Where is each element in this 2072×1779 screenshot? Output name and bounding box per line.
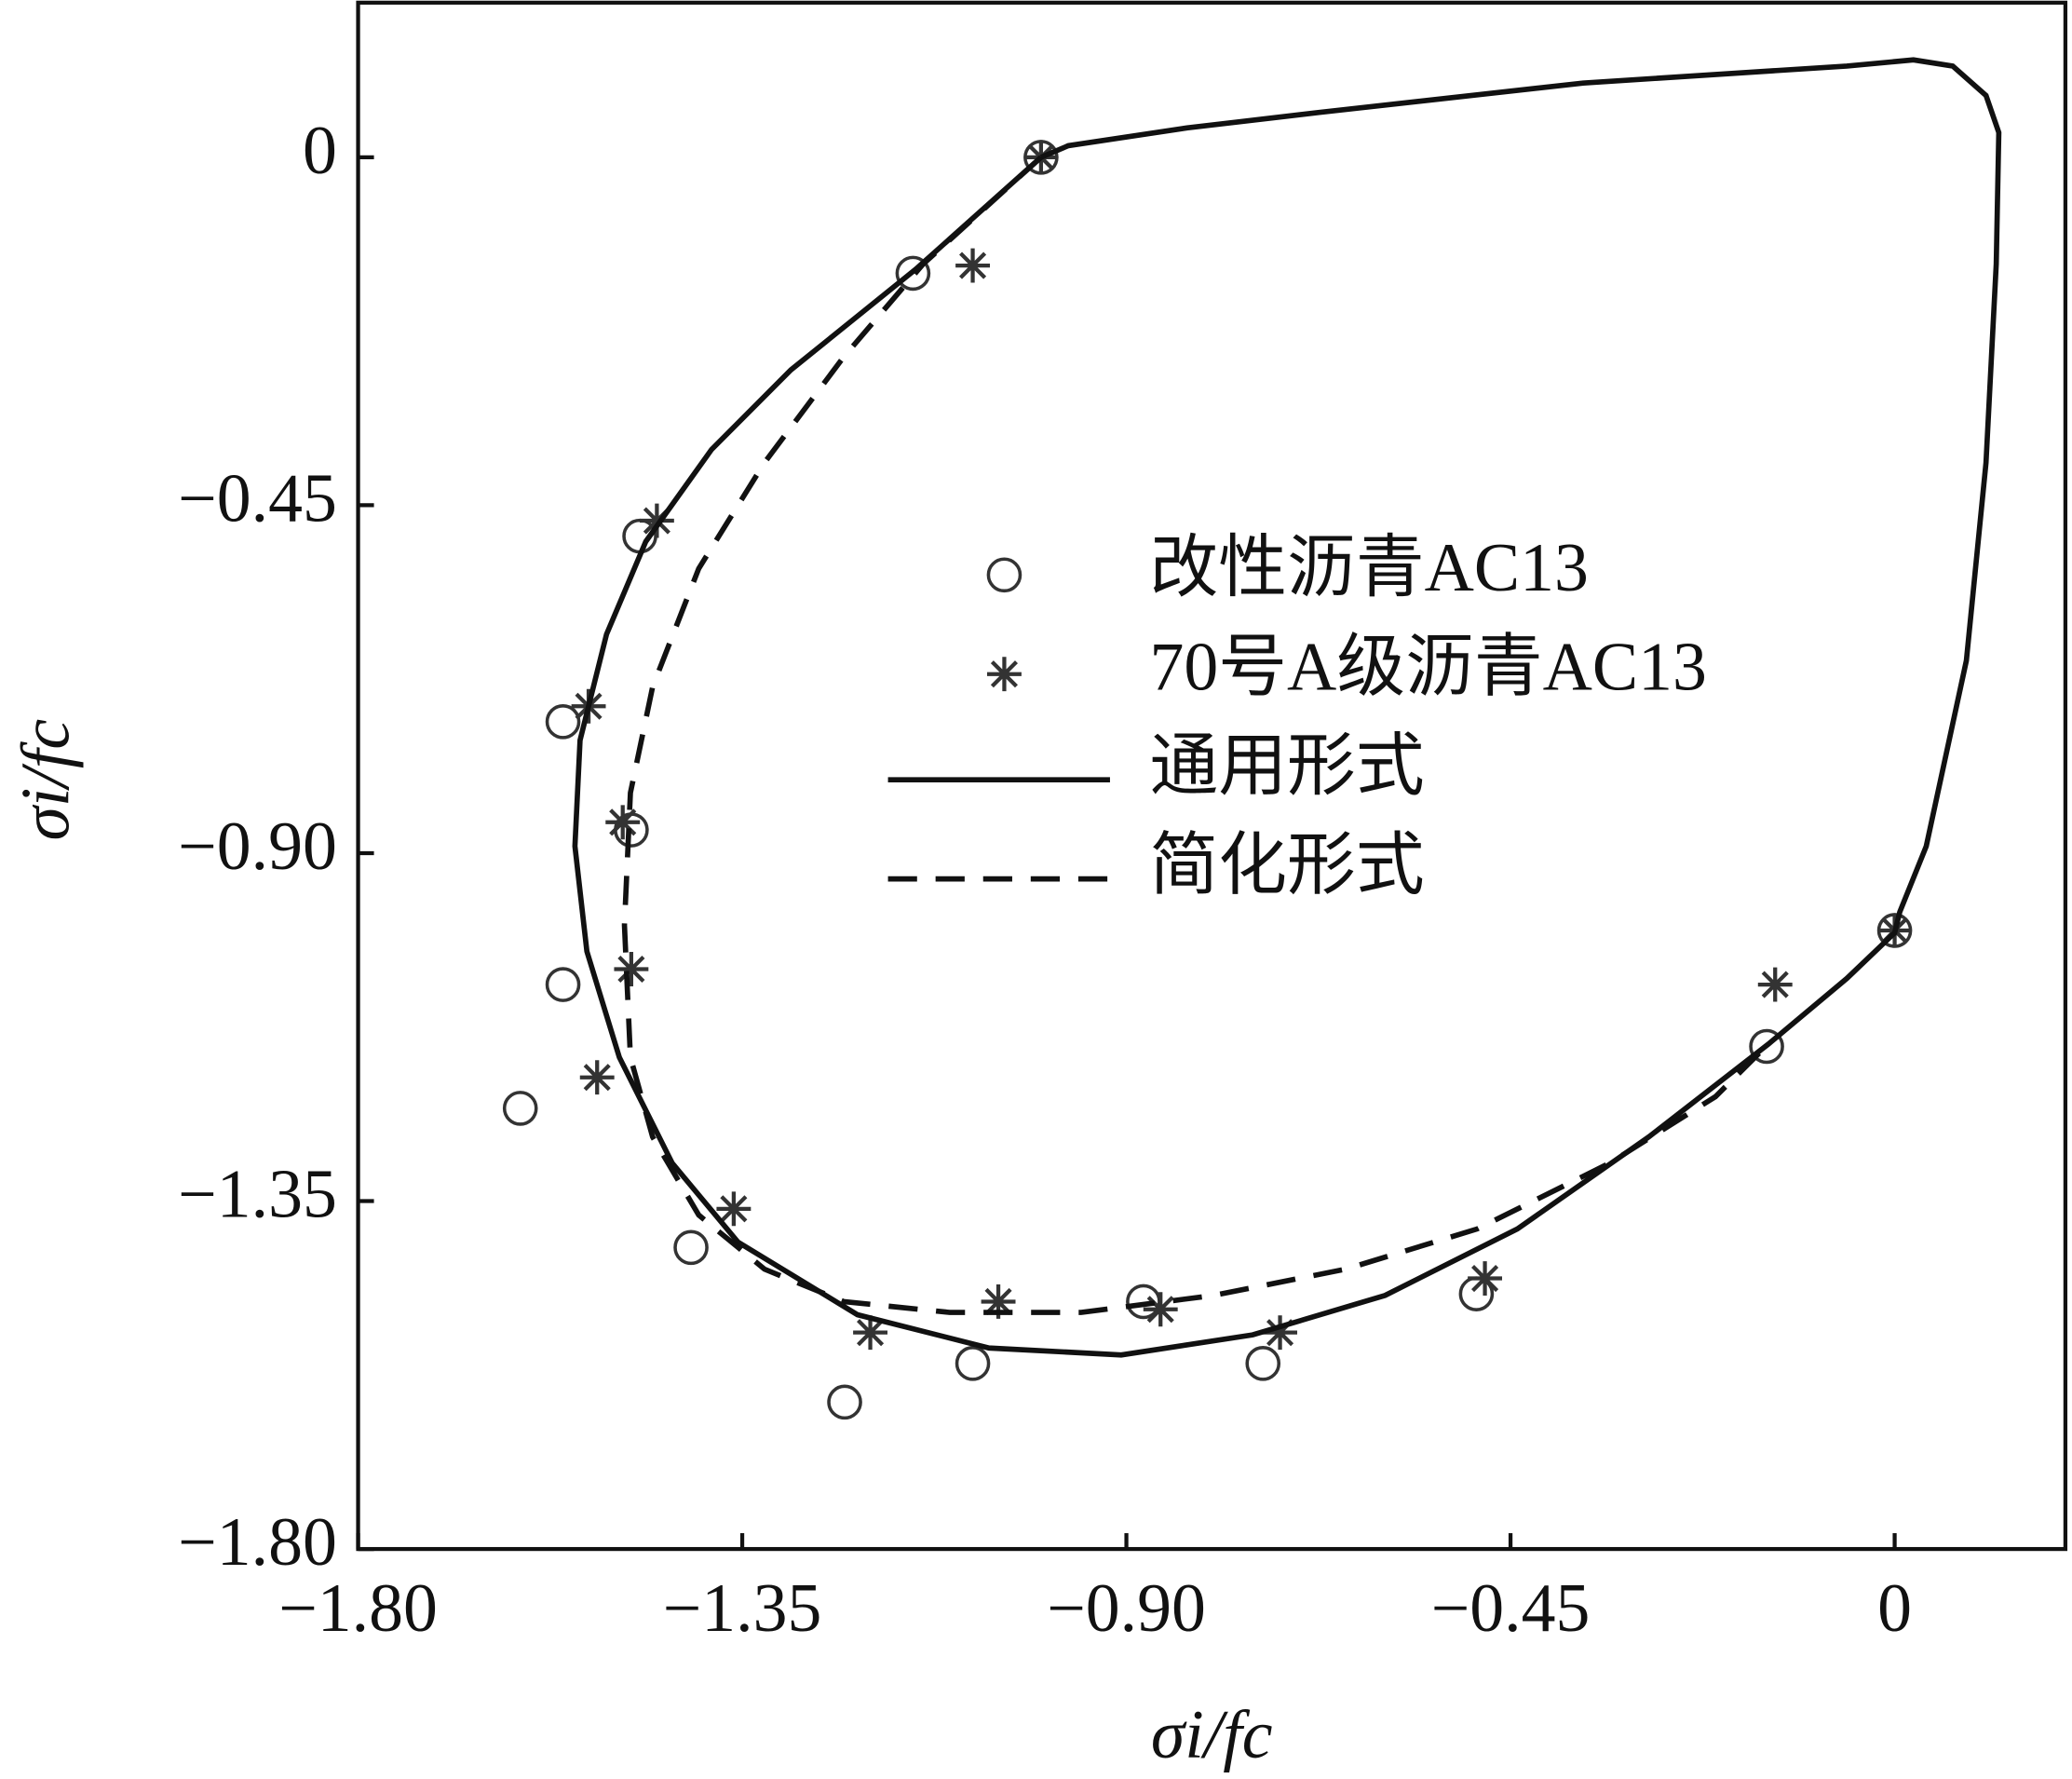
- point: [579, 1060, 615, 1095]
- x-axis-label: σi/fc: [1151, 1696, 1273, 1772]
- point: [853, 1315, 888, 1351]
- point: [545, 967, 581, 1002]
- point: [955, 248, 991, 283]
- point: [981, 1283, 1016, 1319]
- y-tick-label: −1.80: [178, 1503, 337, 1580]
- plot-frame: [356, 0, 2068, 1552]
- point: [1749, 1028, 1784, 1065]
- point: [605, 805, 641, 840]
- x-tick-label: −1.80: [278, 1569, 438, 1646]
- x-tick-label: −0.90: [1047, 1569, 1206, 1646]
- point: [639, 503, 674, 538]
- legend-swatch: [986, 557, 1022, 593]
- legend-label: 通用形式: [1150, 727, 1425, 804]
- y-tick-label: 0: [303, 112, 337, 188]
- point: [673, 1229, 709, 1266]
- y-tick-label: −0.90: [178, 808, 337, 884]
- point: [545, 704, 581, 740]
- point: [827, 1384, 862, 1420]
- curve: [621, 155, 1770, 1315]
- legend-label: 70号A级沥青AC13: [1150, 629, 1707, 705]
- y-tick-label: −0.45: [178, 459, 337, 536]
- legend-label: 改性沥青AC13: [1150, 529, 1589, 605]
- point: [1143, 1292, 1178, 1327]
- point: [1468, 1261, 1503, 1296]
- legend-label: 简化形式: [1150, 826, 1425, 903]
- point: [1245, 1346, 1281, 1381]
- x-tick-label: 0: [1877, 1569, 1912, 1646]
- x-tick-label: −0.45: [1431, 1569, 1591, 1646]
- point: [895, 255, 931, 292]
- point: [502, 1091, 538, 1126]
- y-axis-label: σi/fc: [7, 719, 84, 841]
- legend-swatch: [986, 657, 1022, 692]
- point: [1757, 967, 1793, 1002]
- curve: [572, 57, 2002, 1358]
- point: [716, 1191, 752, 1227]
- point: [1263, 1315, 1298, 1351]
- point: [614, 952, 649, 986]
- x-tick-label: −1.35: [663, 1569, 822, 1646]
- y-tick-label: −1.35: [178, 1155, 337, 1231]
- point: [955, 1346, 991, 1381]
